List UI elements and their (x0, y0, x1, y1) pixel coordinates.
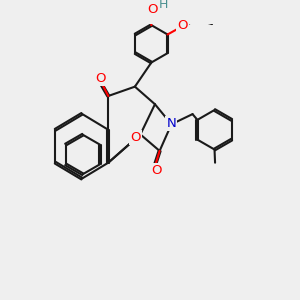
Text: O: O (177, 20, 188, 32)
Text: O: O (95, 72, 106, 85)
Text: N: N (167, 117, 176, 130)
Text: H: H (159, 0, 168, 11)
Text: O: O (148, 3, 158, 16)
Text: O: O (130, 131, 141, 144)
Text: O: O (151, 164, 161, 177)
